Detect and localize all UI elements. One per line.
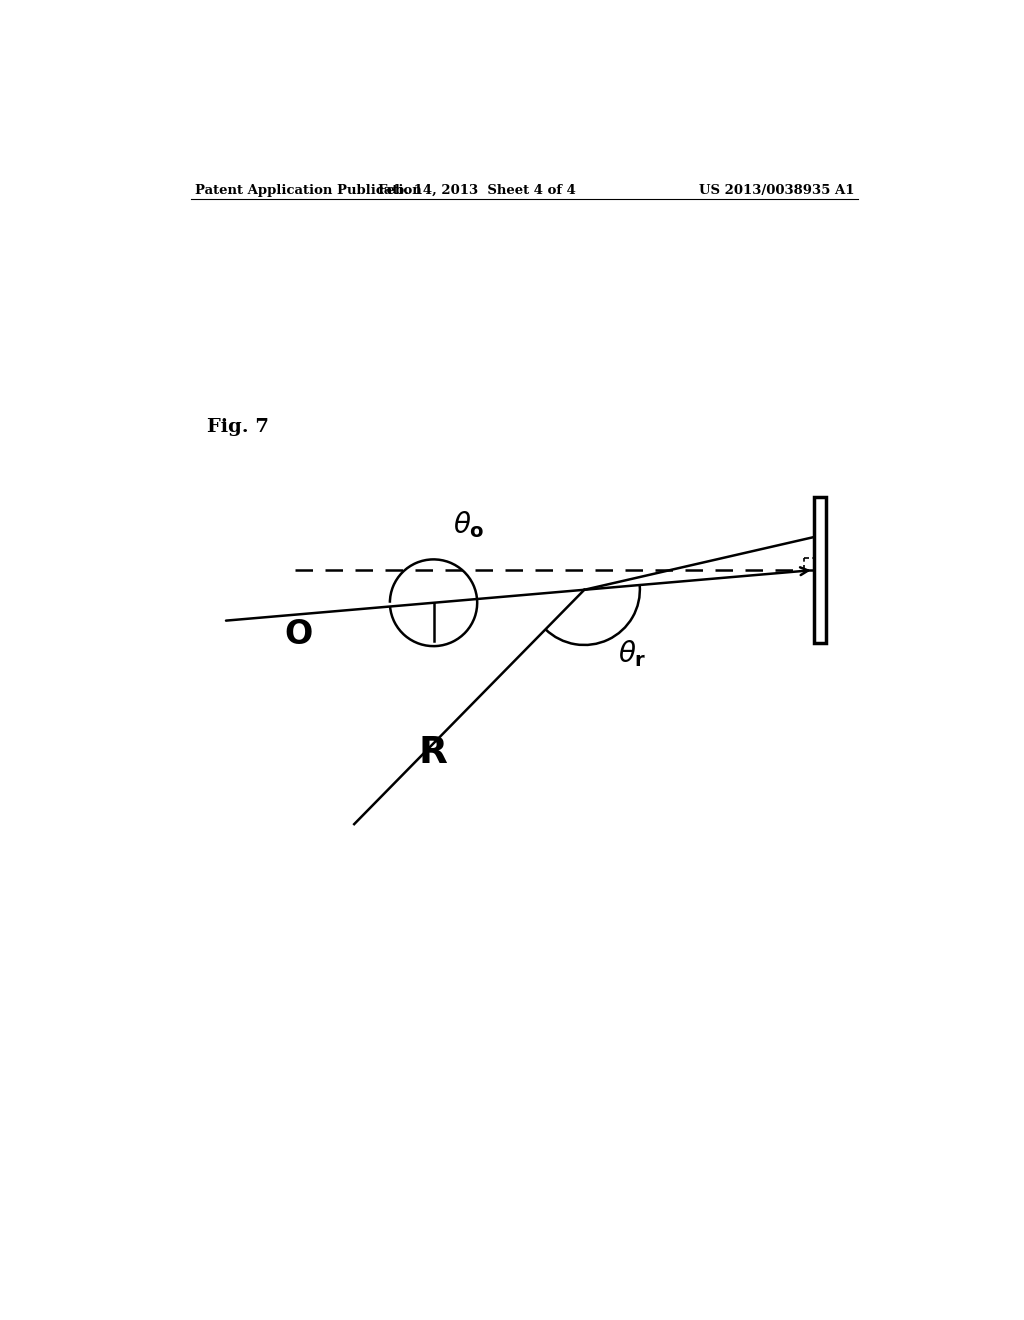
Bar (814, 496, 826, 643)
Text: Fig. 7: Fig. 7 (207, 417, 269, 436)
Text: $\theta_{\mathbf{o}}$: $\theta_{\mathbf{o}}$ (454, 510, 485, 540)
Text: $\theta_{\mathbf{r}}$: $\theta_{\mathbf{r}}$ (617, 639, 646, 669)
Text: $\mathbf{R}$: $\mathbf{R}$ (419, 734, 449, 771)
Text: $\mathbf{O}$: $\mathbf{O}$ (285, 618, 313, 651)
Text: Patent Application Publication: Patent Application Publication (196, 183, 422, 197)
Text: Feb. 14, 2013  Sheet 4 of 4: Feb. 14, 2013 Sheet 4 of 4 (378, 183, 577, 197)
Text: US 2013/0038935 A1: US 2013/0038935 A1 (698, 183, 854, 197)
